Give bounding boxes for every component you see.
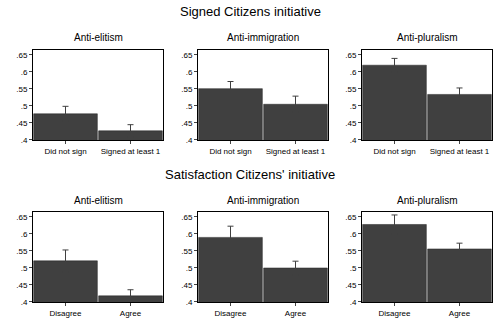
svg-text:Did not sign: Did not sign [373, 147, 415, 156]
svg-text:Agree: Agree [449, 309, 471, 318]
svg-text:Disagree: Disagree [49, 309, 82, 318]
svg-text:.45: .45 [181, 281, 193, 290]
svg-text:.55: .55 [16, 85, 28, 94]
svg-text:.6: .6 [186, 230, 193, 239]
svg-text:Satisfaction Citizens' initiat: Satisfaction Citizens' initiative [165, 167, 335, 182]
svg-text:Anti-elitism: Anti-elitism [74, 195, 123, 206]
svg-text:.5: .5 [21, 264, 28, 273]
svg-text:.6: .6 [21, 230, 28, 239]
svg-text:Did not sign: Did not sign [209, 147, 251, 156]
svg-text:.65: .65 [16, 213, 28, 222]
svg-text:.45: .45 [345, 281, 357, 290]
svg-text:.45: .45 [345, 119, 357, 128]
svg-text:.6: .6 [350, 68, 357, 77]
svg-text:Anti-pluralism: Anti-pluralism [397, 195, 458, 206]
svg-text:.5: .5 [186, 102, 193, 111]
svg-text:.4: .4 [350, 298, 357, 307]
svg-text:.65: .65 [181, 213, 193, 222]
svg-text:.55: .55 [345, 247, 357, 256]
svg-text:.65: .65 [16, 51, 28, 60]
svg-text:Anti-pluralism: Anti-pluralism [397, 32, 458, 43]
svg-text:.4: .4 [21, 298, 28, 307]
svg-text:.4: .4 [21, 136, 28, 145]
svg-text:.55: .55 [345, 85, 357, 94]
svg-text:Disagree: Disagree [214, 309, 247, 318]
svg-text:.4: .4 [186, 298, 193, 307]
svg-text:Anti-immigration: Anti-immigration [227, 32, 299, 43]
svg-text:.5: .5 [21, 102, 28, 111]
svg-text:.45: .45 [181, 119, 193, 128]
svg-text:.55: .55 [181, 85, 193, 94]
svg-text:.65: .65 [181, 51, 193, 60]
svg-text:.45: .45 [16, 281, 28, 290]
svg-text:.5: .5 [186, 264, 193, 273]
svg-text:.55: .55 [181, 247, 193, 256]
svg-text:.65: .65 [345, 51, 357, 60]
svg-text:.5: .5 [350, 264, 357, 273]
svg-text:.65: .65 [345, 213, 357, 222]
svg-text:Anti-elitism: Anti-elitism [74, 32, 123, 43]
svg-text:Signed at least 1: Signed at least 1 [266, 147, 326, 156]
svg-text:Anti-immigration: Anti-immigration [227, 195, 299, 206]
svg-text:.5: .5 [350, 102, 357, 111]
svg-text:.6: .6 [350, 230, 357, 239]
svg-text:.6: .6 [186, 68, 193, 77]
svg-text:.4: .4 [186, 136, 193, 145]
svg-text:Did not sign: Did not sign [44, 147, 86, 156]
svg-text:.45: .45 [16, 119, 28, 128]
svg-text:.4: .4 [350, 136, 357, 145]
svg-text:.55: .55 [16, 247, 28, 256]
svg-text:Agree: Agree [285, 309, 307, 318]
svg-text:Disagree: Disagree [378, 309, 411, 318]
svg-text:Signed Citizens initiative: Signed Citizens initiative [180, 4, 321, 19]
svg-text:Agree: Agree [120, 309, 142, 318]
svg-text:Signed at least 1: Signed at least 1 [430, 147, 490, 156]
svg-text:.6: .6 [21, 68, 28, 77]
svg-text:Signed at least 1: Signed at least 1 [101, 147, 161, 156]
